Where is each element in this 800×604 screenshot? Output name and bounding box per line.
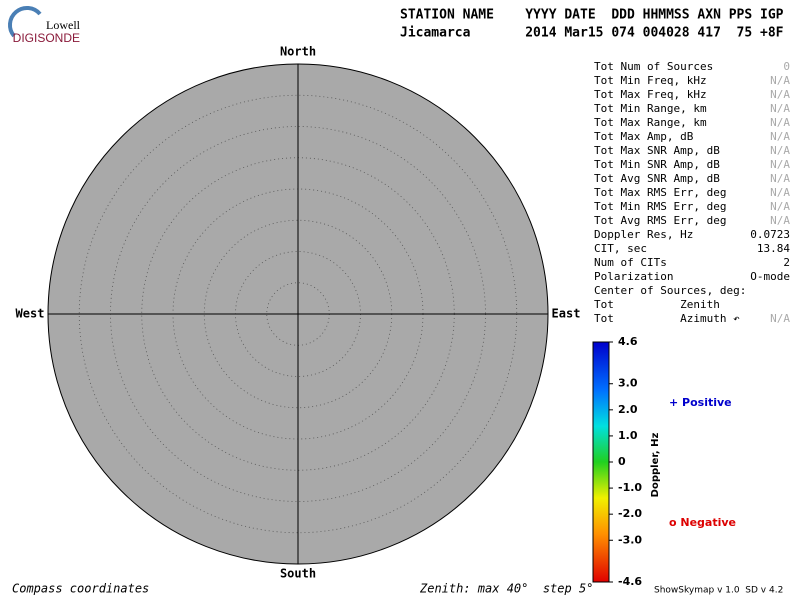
stat-value: N/A bbox=[770, 144, 790, 157]
footer-left: Compass coordinates bbox=[12, 582, 149, 596]
stat-value: N/A bbox=[770, 200, 790, 213]
stat-label: Tot Max SNR Amp, dB bbox=[594, 144, 720, 157]
stat-label: Doppler Res, Hz bbox=[594, 228, 693, 241]
stat-value: N/A bbox=[770, 88, 790, 101]
stats-table: Tot Num of Sources 0 Tot Min Freq, kHz N/A T… bbox=[594, 60, 790, 325]
compass-label: East bbox=[552, 307, 581, 321]
stat-value: O-mode bbox=[750, 270, 790, 283]
colorbar bbox=[592, 341, 610, 583]
compass-label: North bbox=[280, 45, 316, 59]
stat-value: 2 bbox=[783, 256, 790, 269]
stat-label: Tot Azimuth ↶ bbox=[594, 312, 740, 325]
footer-middle: Zenith: max 40° step 5° bbox=[419, 582, 593, 596]
stat-label: Tot Zenith bbox=[594, 298, 720, 311]
logo-top: Lowell bbox=[46, 18, 81, 32]
colorbar-tick-label: -3.0 bbox=[618, 533, 642, 546]
stat-value: N/A bbox=[770, 116, 790, 129]
logo-swirl bbox=[8, 6, 42, 38]
header-line: Jicamarca 2014 Mar15 074 004028 417 75 +… bbox=[400, 26, 784, 41]
stat-value: 0.0723 bbox=[750, 228, 790, 241]
stat-label: Tot Max RMS Err, deg bbox=[594, 186, 726, 199]
stat-label: Polarization bbox=[594, 270, 673, 283]
colorbar-tick-label: 3.0 bbox=[618, 377, 638, 390]
stat-label: Tot Min RMS Err, deg bbox=[594, 200, 726, 213]
colorbar-tick-label: -4.6 bbox=[618, 575, 642, 588]
header-line: STATION NAME YYYY DATE DDD HHMMSS AXN PP… bbox=[400, 8, 784, 23]
stat-label: Tot Max Freq, kHz bbox=[594, 88, 707, 101]
compass-label: South bbox=[280, 567, 316, 581]
colorbar-tick-label: 2.0 bbox=[618, 403, 638, 416]
stat-value: N/A bbox=[770, 102, 790, 115]
stat-label: Tot Avg SNR Amp, dB bbox=[594, 172, 720, 185]
stat-value: N/A bbox=[770, 312, 790, 325]
stat-value: N/A bbox=[770, 158, 790, 171]
stat-value: N/A bbox=[770, 172, 790, 185]
stat-value: 0 bbox=[783, 60, 790, 73]
footer-right: ShowSkymap v 1.0 SD v 4.2 bbox=[654, 586, 783, 596]
stat-label: Tot Min SNR Amp, dB bbox=[594, 158, 720, 171]
logo-bottom: DIGISONDE bbox=[13, 31, 80, 45]
stat-label: Tot Min Freq, kHz bbox=[594, 74, 707, 87]
stat-value: N/A bbox=[770, 74, 790, 87]
skymap-plot bbox=[47, 63, 549, 565]
stat-value: N/A bbox=[770, 186, 790, 199]
compass-label: West bbox=[16, 307, 45, 321]
stat-label: Tot Max Range, km bbox=[594, 116, 707, 129]
colorbar-label: Doppler, Hz bbox=[650, 433, 661, 498]
stat-label: CIT, sec bbox=[594, 242, 647, 255]
colorbar-tick-label: -1.0 bbox=[618, 481, 642, 494]
colorbar-tick-label: 1.0 bbox=[618, 429, 638, 442]
stat-value: N/A bbox=[770, 214, 790, 227]
legend-negative: o Negative bbox=[669, 516, 736, 529]
colorbar-tick-label: 0 bbox=[618, 455, 626, 468]
stat-label: Tot Max Amp, dB bbox=[594, 130, 694, 143]
colorbar-ticks: 4.6 3.0 2.0 1.0 0 -1.0 -2.0 -3.0 -4.6 bbox=[609, 335, 642, 588]
stat-label: Tot Avg RMS Err, deg bbox=[594, 214, 726, 227]
stat-value: 13.84 bbox=[757, 242, 790, 255]
stat-label: Tot Min Range, km bbox=[594, 102, 707, 115]
legend-positive: + Positive bbox=[669, 396, 732, 409]
stat-label: Center of Sources, deg: bbox=[594, 284, 746, 297]
stat-label: Tot Num of Sources bbox=[594, 60, 713, 73]
colorbar-tick-label: -2.0 bbox=[618, 507, 642, 520]
stat-value: N/A bbox=[770, 130, 790, 143]
stat-label: Num of CITs bbox=[594, 256, 667, 269]
colorbar-tick-label: 4.6 bbox=[618, 335, 638, 348]
